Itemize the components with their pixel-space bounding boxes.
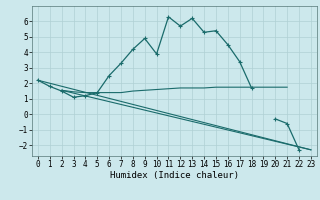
X-axis label: Humidex (Indice chaleur): Humidex (Indice chaleur) [110, 171, 239, 180]
